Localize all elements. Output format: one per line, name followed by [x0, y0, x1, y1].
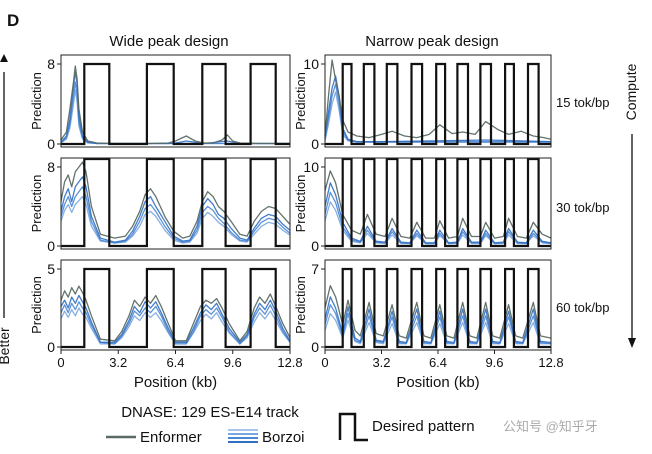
desired-pattern-line — [61, 267, 290, 349]
plot-frame — [60, 54, 291, 148]
y-tick-label: 5 — [47, 261, 55, 277]
enformer-series-line — [324, 59, 552, 140]
desired-pattern-line — [61, 157, 290, 248]
borzoi-series-line — [60, 294, 291, 343]
plot-frame — [60, 157, 291, 250]
row-label-60: 60 tok/bp — [556, 300, 610, 315]
column-title-wide: Wide peak design — [109, 33, 228, 50]
borzoi-series-line — [60, 186, 291, 244]
legend-enformer-label: Enformer — [140, 429, 202, 446]
x-tick-label: 9.6 — [485, 355, 503, 370]
plot-frame — [324, 157, 552, 250]
compute-label: Compute — [623, 63, 639, 120]
legend-borzoi-swatch — [228, 429, 258, 443]
y-axis-label: Prediction — [29, 175, 44, 233]
enformer-series-line — [60, 161, 291, 239]
legend-desired-label: Desired pattern — [372, 418, 475, 435]
desired-pattern-line — [325, 267, 551, 349]
x-axis-label: Position (kb) — [396, 374, 479, 391]
legend-borzoi-label: Borzoi — [262, 429, 305, 446]
desired-pattern-line — [325, 157, 551, 248]
y-tick-label: 10 — [303, 56, 319, 72]
y-tick-label: 7 — [311, 261, 319, 277]
row-label-15: 15 tok/bp — [556, 95, 610, 110]
y-tick-label: 0 — [47, 238, 55, 254]
borzoi-series-line — [60, 307, 291, 345]
borzoi-series-line — [324, 296, 552, 344]
borzoi-series-line — [60, 89, 290, 145]
y-axis-label: Prediction — [293, 72, 308, 130]
y-axis-label: Prediction — [29, 72, 44, 130]
borzoi-series-line — [60, 81, 290, 145]
borzoi-series-line — [60, 301, 291, 345]
watermark: 公知号 @知乎牙 — [503, 419, 598, 434]
y-axis-label: Prediction — [29, 276, 44, 334]
x-tick-label: 12.8 — [538, 355, 563, 370]
borzoi-series-line — [324, 91, 551, 144]
y-tick-label: 8 — [47, 56, 55, 72]
desired-pattern-line — [325, 62, 551, 146]
y-tick-label: 8 — [47, 159, 55, 175]
x-tick-label: 12.8 — [277, 355, 302, 370]
y-tick-label: 0 — [47, 136, 55, 152]
better-arrow-head — [0, 54, 8, 62]
y-tick-label: 0 — [311, 238, 319, 254]
y-tick-label: 0 — [311, 136, 319, 152]
x-axis-label: Position (kb) — [134, 374, 217, 391]
borzoi-series-line — [60, 71, 290, 145]
y-axis-label: Prediction — [293, 276, 308, 334]
x-tick-label: 3.2 — [109, 355, 127, 370]
borzoi-series-line — [60, 176, 291, 243]
compute-arrow: Compute — [623, 63, 639, 348]
x-tick-label: 9.6 — [224, 355, 242, 370]
legend-track-label: DNASE: 129 ES-E14 track — [121, 404, 299, 421]
y-axis-label: Prediction — [293, 175, 308, 233]
y-tick-label: 0 — [47, 339, 55, 355]
borzoi-series-line — [324, 83, 551, 143]
compute-arrow-head — [628, 338, 636, 348]
x-tick-label: 3.2 — [372, 355, 390, 370]
borzoi-series-line — [60, 195, 291, 244]
better-arrow: Better — [0, 54, 12, 365]
plot-grid: 08Prediction010Prediction08Prediction010… — [29, 54, 564, 391]
enformer-series-line — [324, 285, 552, 339]
enformer-series-line — [324, 170, 552, 239]
x-tick-label: 6.4 — [429, 355, 447, 370]
legend-desired-swatch — [338, 412, 368, 442]
x-tick-label: 0 — [321, 355, 328, 370]
y-tick-label: 10 — [303, 159, 319, 175]
enformer-series-line — [60, 65, 290, 145]
panel-label: D — [7, 11, 19, 30]
desired-pattern-line — [61, 62, 290, 146]
y-tick-label: 0 — [311, 339, 319, 355]
borzoi-series-line — [324, 75, 552, 143]
column-title-narrow: Narrow peak design — [365, 33, 498, 50]
enformer-series-line — [60, 285, 291, 342]
x-tick-label: 6.4 — [166, 355, 184, 370]
better-label: Better — [0, 327, 12, 365]
plot-frame — [324, 54, 552, 148]
borzoi-series-line — [324, 304, 552, 345]
row-label-30: 30 tok/bp — [556, 200, 610, 215]
legend: DNASE: 129 ES-E14 track Enformer Borzoi … — [106, 404, 475, 446]
x-tick-label: 0 — [57, 355, 64, 370]
